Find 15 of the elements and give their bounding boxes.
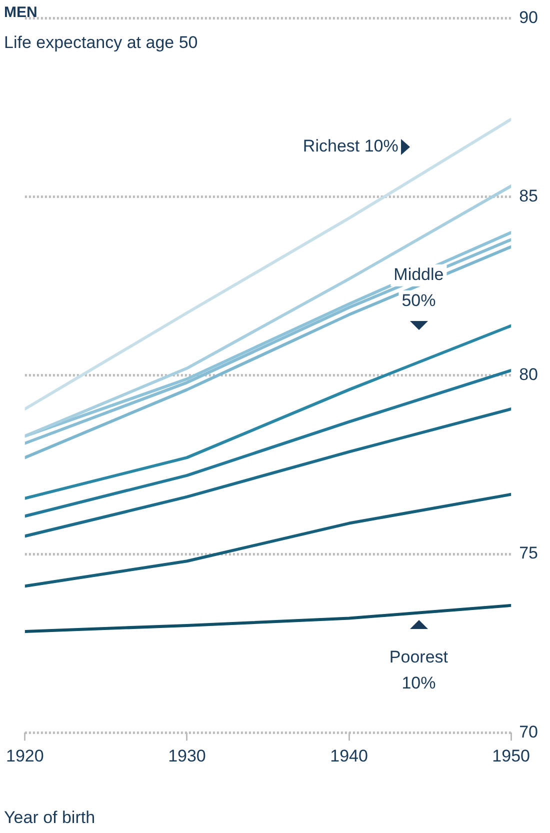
x-tick-label: 1920 bbox=[6, 746, 44, 766]
x-tick-label: 1940 bbox=[330, 746, 368, 766]
x-tick-label: 1930 bbox=[168, 746, 206, 766]
x-tick-label: 1950 bbox=[492, 746, 530, 766]
text: Life expectancy at age 50 bbox=[4, 33, 198, 53]
y-tick-label: 70 bbox=[519, 722, 538, 742]
y-tick-label: 75 bbox=[519, 544, 538, 563]
chart-title: MEN bbox=[4, 4, 38, 21]
y-tick-label: 80 bbox=[519, 365, 538, 384]
annotation: Middle 50% bbox=[394, 265, 444, 310]
annotation: Poorest 10% bbox=[389, 647, 448, 692]
annotation: Richest 10% bbox=[302, 136, 398, 156]
x-axis-title: Year of birth bbox=[4, 808, 96, 828]
y-tick-label: 85 bbox=[519, 186, 538, 206]
y-tick-label: 90 bbox=[519, 8, 538, 27]
